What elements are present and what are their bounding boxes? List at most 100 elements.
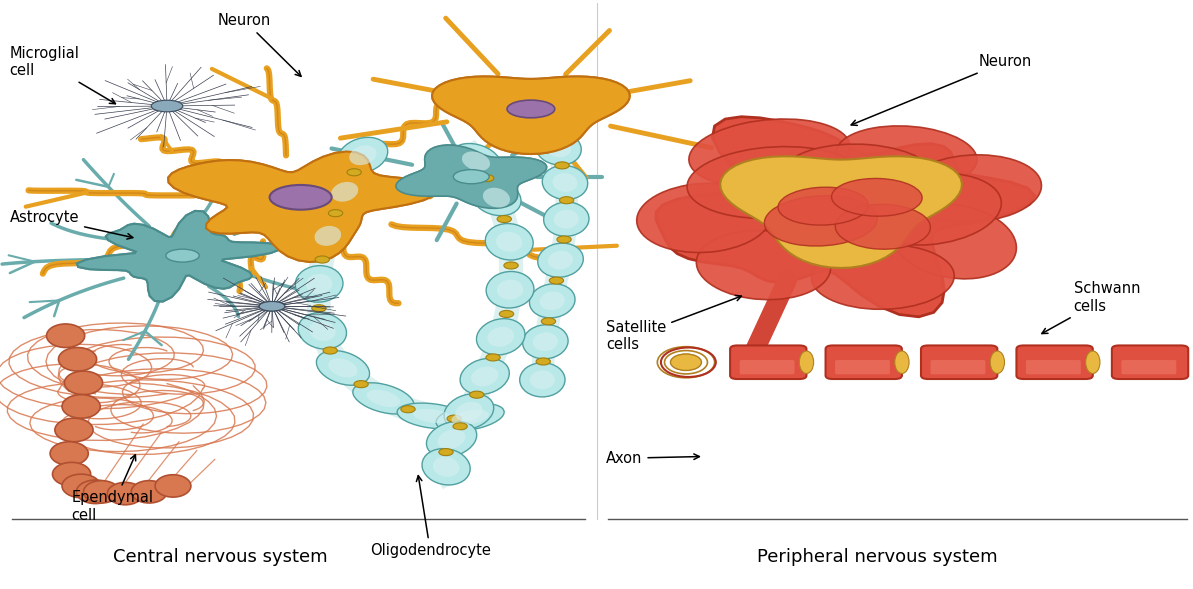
Ellipse shape xyxy=(554,210,579,229)
Text: Astrocyte: Astrocyte xyxy=(10,210,132,239)
Ellipse shape xyxy=(353,383,414,414)
Ellipse shape xyxy=(687,147,864,219)
Ellipse shape xyxy=(487,272,534,308)
Ellipse shape xyxy=(350,145,377,165)
Ellipse shape xyxy=(670,354,701,370)
Ellipse shape xyxy=(84,481,119,503)
FancyBboxPatch shape xyxy=(1121,360,1176,375)
Ellipse shape xyxy=(166,249,199,262)
Text: Neuron: Neuron xyxy=(851,54,1032,125)
Ellipse shape xyxy=(486,224,533,260)
Ellipse shape xyxy=(483,188,509,207)
Ellipse shape xyxy=(497,216,512,223)
Ellipse shape xyxy=(447,415,462,422)
Text: Axon: Axon xyxy=(606,451,699,466)
Ellipse shape xyxy=(332,182,358,201)
Ellipse shape xyxy=(836,126,977,186)
Text: Microglial
cell: Microglial cell xyxy=(10,45,116,104)
Ellipse shape xyxy=(546,138,571,157)
Ellipse shape xyxy=(542,318,556,325)
Polygon shape xyxy=(656,117,1034,317)
Ellipse shape xyxy=(530,370,555,389)
Ellipse shape xyxy=(311,305,326,312)
Ellipse shape xyxy=(328,359,358,378)
Ellipse shape xyxy=(538,243,583,277)
Ellipse shape xyxy=(560,197,574,204)
Ellipse shape xyxy=(533,332,558,351)
Ellipse shape xyxy=(697,230,830,300)
FancyBboxPatch shape xyxy=(931,360,985,375)
Ellipse shape xyxy=(480,174,494,181)
Ellipse shape xyxy=(315,256,329,263)
Ellipse shape xyxy=(799,351,814,373)
Polygon shape xyxy=(432,77,630,154)
Ellipse shape xyxy=(486,354,500,361)
Ellipse shape xyxy=(451,144,501,179)
Ellipse shape xyxy=(688,119,851,187)
Ellipse shape xyxy=(462,151,490,171)
Ellipse shape xyxy=(323,347,338,354)
Ellipse shape xyxy=(472,180,521,216)
FancyBboxPatch shape xyxy=(1016,345,1093,379)
Text: Satellite
cells: Satellite cells xyxy=(606,296,741,352)
Ellipse shape xyxy=(62,395,100,418)
Text: Ependymal
cell: Ependymal cell xyxy=(72,455,154,523)
Polygon shape xyxy=(396,145,546,209)
Ellipse shape xyxy=(500,310,514,317)
Ellipse shape xyxy=(47,324,85,348)
Ellipse shape xyxy=(453,170,489,184)
Ellipse shape xyxy=(1086,351,1100,373)
Ellipse shape xyxy=(460,359,509,395)
Ellipse shape xyxy=(155,475,191,497)
Ellipse shape xyxy=(637,183,771,253)
Text: Neuron: Neuron xyxy=(218,13,301,77)
Ellipse shape xyxy=(548,251,573,270)
Ellipse shape xyxy=(781,144,937,209)
Ellipse shape xyxy=(50,442,88,465)
Polygon shape xyxy=(721,156,962,268)
Ellipse shape xyxy=(536,358,550,365)
Polygon shape xyxy=(721,156,962,268)
Ellipse shape xyxy=(892,204,1016,279)
FancyBboxPatch shape xyxy=(1112,345,1188,379)
Text: Schwann
cells: Schwann cells xyxy=(1041,281,1141,333)
FancyBboxPatch shape xyxy=(740,360,795,375)
Ellipse shape xyxy=(453,423,468,430)
Ellipse shape xyxy=(433,456,459,477)
Ellipse shape xyxy=(903,155,1041,222)
Ellipse shape xyxy=(152,100,183,112)
FancyBboxPatch shape xyxy=(921,345,997,379)
Ellipse shape xyxy=(536,131,581,165)
Ellipse shape xyxy=(58,348,97,371)
Text: Peripheral nervous system: Peripheral nervous system xyxy=(756,548,997,565)
Ellipse shape xyxy=(309,321,335,341)
Polygon shape xyxy=(78,211,280,302)
Ellipse shape xyxy=(107,482,143,505)
Ellipse shape xyxy=(444,393,494,429)
Ellipse shape xyxy=(451,409,489,425)
Ellipse shape xyxy=(832,178,922,216)
Ellipse shape xyxy=(316,350,370,385)
Polygon shape xyxy=(432,77,630,154)
Ellipse shape xyxy=(259,302,285,311)
Polygon shape xyxy=(168,151,438,262)
Ellipse shape xyxy=(315,226,341,246)
Ellipse shape xyxy=(413,409,452,423)
Ellipse shape xyxy=(328,210,342,217)
Ellipse shape xyxy=(304,218,352,254)
Ellipse shape xyxy=(298,313,346,349)
Ellipse shape xyxy=(55,418,93,442)
Ellipse shape xyxy=(530,284,575,318)
FancyBboxPatch shape xyxy=(826,345,902,379)
Ellipse shape xyxy=(523,325,568,359)
Polygon shape xyxy=(396,145,546,209)
Ellipse shape xyxy=(476,319,525,355)
Ellipse shape xyxy=(438,429,465,449)
Ellipse shape xyxy=(544,202,589,236)
Ellipse shape xyxy=(338,137,388,173)
Text: Central nervous system: Central nervous system xyxy=(113,548,328,565)
Ellipse shape xyxy=(62,474,100,498)
FancyBboxPatch shape xyxy=(835,360,890,375)
Polygon shape xyxy=(168,151,438,262)
Ellipse shape xyxy=(860,173,1001,245)
